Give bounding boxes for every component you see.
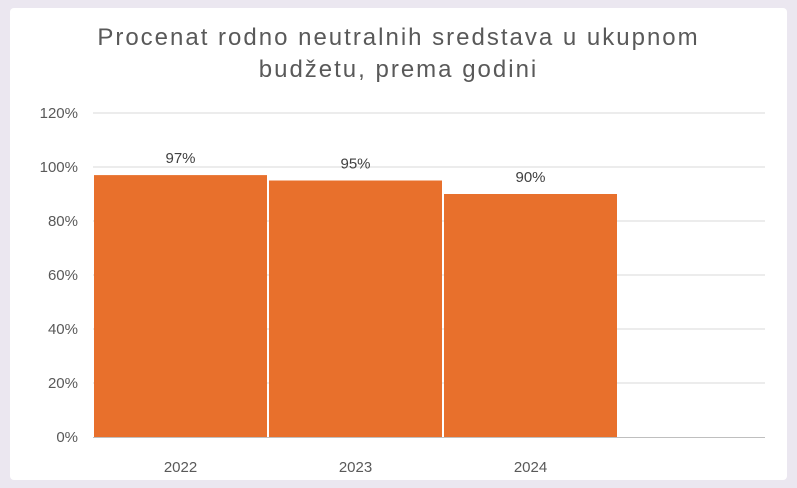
x-tick-label: 2022 bbox=[164, 459, 197, 476]
chart-title-line-1: Procenat rodno neutralnih sredstava u uk… bbox=[97, 24, 700, 51]
bar bbox=[94, 175, 267, 437]
data-label: 97% bbox=[165, 150, 195, 167]
y-tick-label: 0% bbox=[56, 429, 78, 446]
y-tick-label: 20% bbox=[48, 375, 78, 392]
data-label: 95% bbox=[340, 156, 370, 173]
bar bbox=[444, 194, 617, 437]
y-tick-label: 40% bbox=[48, 321, 78, 338]
y-tick-label: 80% bbox=[48, 213, 78, 230]
x-tick-label: 2024 bbox=[514, 459, 547, 476]
chart-title: Procenat rodno neutralnih sredstava u uk… bbox=[0, 22, 797, 86]
y-tick-label: 100% bbox=[40, 159, 78, 176]
y-tick-label: 120% bbox=[40, 105, 78, 122]
chart-title-line-2: budžetu, prema godini bbox=[258, 56, 539, 83]
x-tick-label: 2023 bbox=[339, 459, 372, 476]
bar bbox=[269, 180, 442, 437]
y-tick-label: 60% bbox=[48, 267, 78, 284]
data-label: 90% bbox=[515, 169, 545, 186]
